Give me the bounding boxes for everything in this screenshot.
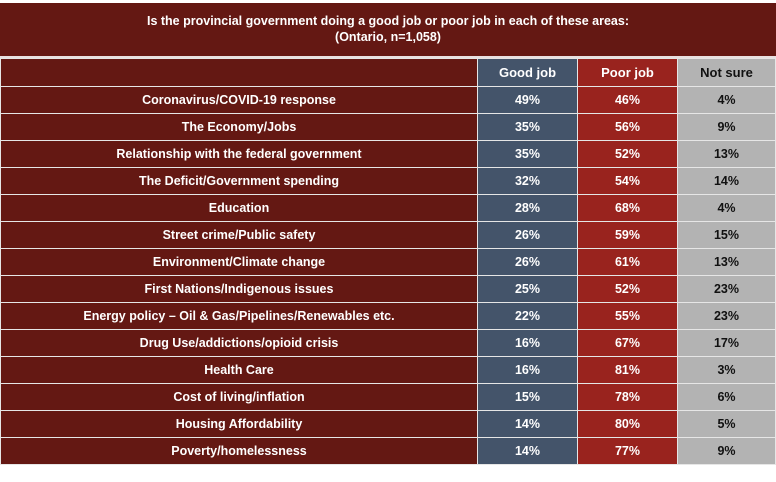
header-blank	[0, 58, 478, 87]
cell-good-job: 16%	[477, 329, 578, 357]
row-label: Housing Affordability	[0, 410, 478, 438]
row-label: First Nations/Indigenous issues	[0, 275, 478, 303]
table-row: Education 28% 68% 4%	[0, 194, 776, 222]
cell-good-job: 14%	[477, 437, 578, 465]
row-label: Street crime/Public safety	[0, 221, 478, 249]
table-subtitle: (Ontario, n=1,058)	[335, 30, 441, 44]
cell-not-sure: 9%	[677, 113, 776, 141]
cell-poor-job: 81%	[577, 356, 678, 384]
table-title: Is the provincial government doing a goo…	[146, 14, 629, 28]
row-label: Energy policy – Oil & Gas/Pipelines/Rene…	[0, 302, 478, 330]
table-row: Cost of living/inflation 15% 78% 6%	[0, 383, 776, 411]
table-row: The Deficit/Government spending 32% 54% 14%	[0, 167, 776, 195]
cell-not-sure: 23%	[677, 302, 776, 330]
cell-good-job: 35%	[477, 113, 578, 141]
header-good-job: Good job	[477, 58, 578, 87]
cell-good-job: 25%	[477, 275, 578, 303]
cell-not-sure: 4%	[677, 194, 776, 222]
cell-not-sure: 9%	[677, 437, 776, 465]
cell-poor-job: 52%	[577, 140, 678, 168]
cell-poor-job: 46%	[577, 86, 678, 114]
cell-poor-job: 59%	[577, 221, 678, 249]
cell-not-sure: 13%	[677, 140, 776, 168]
cell-poor-job: 68%	[577, 194, 678, 222]
cell-not-sure: 3%	[677, 356, 776, 384]
row-label: The Deficit/Government spending	[0, 167, 478, 195]
table-title-block: Is the provincial government doing a goo…	[0, 3, 776, 58]
header-not-sure: Not sure	[677, 58, 776, 87]
cell-not-sure: 5%	[677, 410, 776, 438]
cell-not-sure: 6%	[677, 383, 776, 411]
cell-not-sure: 4%	[677, 86, 776, 114]
cell-good-job: 28%	[477, 194, 578, 222]
cell-good-job: 35%	[477, 140, 578, 168]
row-label: Cost of living/inflation	[0, 383, 478, 411]
cell-poor-job: 77%	[577, 437, 678, 465]
cell-not-sure: 13%	[677, 248, 776, 276]
cell-not-sure: 15%	[677, 221, 776, 249]
header-poor-job: Poor job	[577, 58, 678, 87]
row-label: Environment/Climate change	[0, 248, 478, 276]
row-label: Poverty/homelessness	[0, 437, 478, 465]
table-row: Housing Affordability 14% 80% 5%	[0, 410, 776, 438]
cell-poor-job: 78%	[577, 383, 678, 411]
row-label: The Economy/Jobs	[0, 113, 478, 141]
cell-good-job: 15%	[477, 383, 578, 411]
table-row: Health Care 16% 81% 3%	[0, 356, 776, 384]
cell-good-job: 22%	[477, 302, 578, 330]
cell-good-job: 26%	[477, 248, 578, 276]
cell-not-sure: 14%	[677, 167, 776, 195]
cell-poor-job: 80%	[577, 410, 678, 438]
cell-good-job: 32%	[477, 167, 578, 195]
cell-poor-job: 52%	[577, 275, 678, 303]
table-row: Poverty/homelessness 14% 77% 9%	[0, 437, 776, 465]
table-row: First Nations/Indigenous issues 25% 52% 23%	[0, 275, 776, 303]
cell-good-job: 16%	[477, 356, 578, 384]
cell-not-sure: 17%	[677, 329, 776, 357]
cell-poor-job: 54%	[577, 167, 678, 195]
table-row: Energy policy – Oil & Gas/Pipelines/Rene…	[0, 302, 776, 330]
cell-poor-job: 56%	[577, 113, 678, 141]
header-row: Good job Poor job Not sure	[0, 58, 776, 87]
cell-good-job: 26%	[477, 221, 578, 249]
cell-poor-job: 67%	[577, 329, 678, 357]
cell-poor-job: 61%	[577, 248, 678, 276]
table-row: The Economy/Jobs 35% 56% 9%	[0, 113, 776, 141]
row-label: Health Care	[0, 356, 478, 384]
row-label: Coronavirus/COVID-19 response	[0, 86, 478, 114]
row-label: Relationship with the federal government	[0, 140, 478, 168]
row-label: Drug Use/addictions/opioid crisis	[0, 329, 478, 357]
table-row: Environment/Climate change 26% 61% 13%	[0, 248, 776, 276]
table-row: Street crime/Public safety 26% 59% 15%	[0, 221, 776, 249]
cell-good-job: 14%	[477, 410, 578, 438]
results-table: Good job Poor job Not sure Coronavirus/C…	[0, 58, 776, 465]
table-row: Relationship with the federal government…	[0, 140, 776, 168]
cell-good-job: 49%	[477, 86, 578, 114]
cell-poor-job: 55%	[577, 302, 678, 330]
table-row: Drug Use/addictions/opioid crisis 16% 67% 1…	[0, 329, 776, 357]
survey-table-figure: Is the provincial government doing a goo…	[0, 3, 776, 465]
cell-not-sure: 23%	[677, 275, 776, 303]
table-row: Coronavirus/COVID-19 response 49% 46% 4%	[0, 86, 776, 114]
row-label: Education	[0, 194, 478, 222]
